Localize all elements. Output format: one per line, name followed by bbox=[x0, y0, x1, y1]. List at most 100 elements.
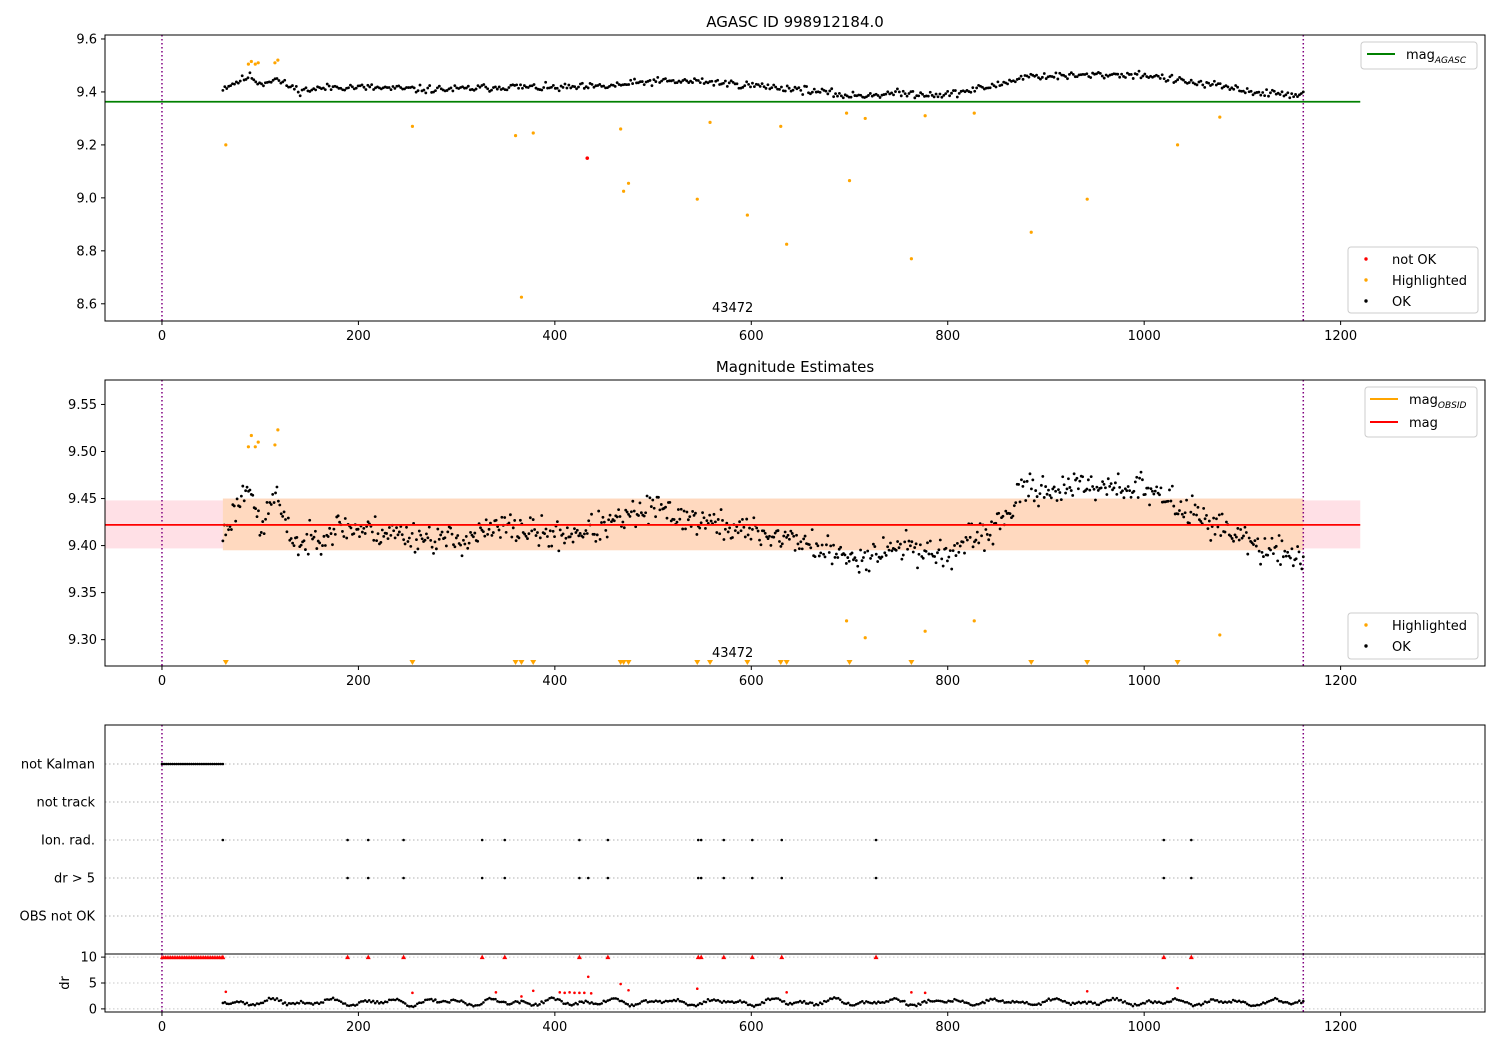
magnitude-ok-point bbox=[675, 520, 679, 524]
magnitude-ok-point bbox=[262, 532, 266, 536]
agasc-ok-point bbox=[629, 78, 633, 82]
dr-point bbox=[648, 1000, 652, 1003]
agasc-legend-mag-subscript: AGASC bbox=[1434, 56, 1467, 66]
magnitude-ok-point bbox=[637, 514, 640, 517]
magnitude-ok-point bbox=[254, 507, 258, 511]
magnitude-ok-point bbox=[1024, 499, 1028, 502]
dr-point bbox=[584, 999, 587, 1003]
dr-point bbox=[716, 998, 720, 1002]
agasc-ok-point bbox=[785, 84, 789, 88]
magnitude-ok-point bbox=[768, 534, 771, 538]
dr-point bbox=[664, 999, 668, 1003]
magnitude-ok-point bbox=[376, 532, 380, 536]
magnitude-ok-point bbox=[909, 544, 912, 548]
dr-point bbox=[446, 1000, 449, 1004]
magnitude-ok-point bbox=[1296, 545, 1299, 548]
dr-point bbox=[760, 1001, 764, 1004]
magnitude-ok-point bbox=[644, 511, 648, 515]
dr-point bbox=[1129, 1003, 1133, 1006]
flags-dr-gt-5-point bbox=[1190, 876, 1193, 880]
agasc-ok-point bbox=[650, 84, 654, 88]
dr-point bbox=[1053, 997, 1057, 1001]
dr-point bbox=[550, 996, 553, 999]
magnitude-ok-point bbox=[694, 511, 697, 515]
dr-point bbox=[353, 1004, 357, 1007]
agasc-ok-point bbox=[932, 95, 936, 99]
flags-plot-area bbox=[105, 725, 1485, 954]
magnitude-ok-point bbox=[864, 568, 868, 572]
agasc-ok-point bbox=[799, 88, 803, 92]
magnitude-ok-point bbox=[964, 535, 968, 539]
agasc-ok-point bbox=[938, 92, 942, 96]
dr-point bbox=[365, 1000, 369, 1004]
agasc-ok-point bbox=[542, 86, 546, 89]
agasc-ok-point bbox=[1131, 77, 1135, 80]
dr-point bbox=[698, 1002, 702, 1005]
agasc-ok-point bbox=[575, 87, 578, 91]
magnitude-ok-point bbox=[622, 526, 626, 530]
magnitude-ok-point bbox=[1049, 496, 1053, 500]
magnitude-ok-point bbox=[679, 507, 683, 511]
agasc-ok-point bbox=[1207, 81, 1210, 85]
dr-not-ok-point bbox=[583, 991, 586, 995]
agasc-ok-point bbox=[648, 79, 652, 82]
magnitude-ok-point bbox=[1116, 472, 1120, 476]
dr-point bbox=[943, 1000, 946, 1004]
dr-point bbox=[772, 997, 776, 1001]
magnitude-ok-point bbox=[607, 518, 611, 522]
magnitude-ok-point bbox=[736, 531, 740, 535]
magnitude-ok-point bbox=[527, 532, 531, 536]
magnitude-ok-point bbox=[684, 527, 687, 531]
dr-point bbox=[790, 1002, 794, 1006]
dr-point bbox=[393, 998, 397, 1002]
dr-point bbox=[1209, 998, 1213, 1001]
agasc-ok-point bbox=[957, 91, 961, 95]
flags-ion-rad-point bbox=[221, 838, 225, 842]
agasc-ok-point bbox=[262, 84, 265, 88]
dr-point bbox=[680, 1000, 684, 1003]
flags-not-kalman-point bbox=[164, 762, 168, 766]
magnitude-ok-point bbox=[433, 540, 437, 544]
dr-x-axis: 0 200 400 600 800 1000 1200 bbox=[158, 1012, 1357, 1035]
magnitude-ok-point bbox=[296, 553, 300, 557]
dr-point bbox=[1221, 1001, 1225, 1005]
magnitude-ok-point bbox=[235, 497, 239, 501]
dr-point bbox=[844, 1002, 848, 1006]
magnitude-ok-point bbox=[460, 554, 464, 558]
dr-point bbox=[758, 1003, 762, 1006]
dr-point bbox=[564, 1002, 567, 1006]
dr-point bbox=[568, 1003, 571, 1006]
dr-point bbox=[1177, 998, 1181, 1002]
magnitude-x-tick-label: 400 bbox=[542, 674, 567, 689]
dr-point bbox=[901, 999, 904, 1003]
dr-point bbox=[456, 999, 459, 1003]
magnitude-legend-mag-obsid-subscript: OBSID bbox=[1438, 401, 1467, 411]
agasc-ok-point bbox=[791, 88, 795, 92]
agasc-ok-point bbox=[474, 87, 478, 91]
magnitude-ok-point bbox=[450, 532, 454, 536]
dr-point bbox=[1237, 999, 1241, 1003]
dr-point bbox=[732, 1001, 736, 1005]
agasc-ok-point bbox=[679, 80, 683, 84]
agasc-ok-point bbox=[532, 83, 536, 86]
magnitude-ok-point bbox=[292, 544, 296, 547]
magnitude-ok-point bbox=[338, 520, 341, 524]
dr-point bbox=[610, 997, 614, 1000]
magnitude-ok-point bbox=[1300, 567, 1304, 571]
agasc-ok-point bbox=[826, 92, 830, 96]
magnitude-ok-point bbox=[938, 538, 942, 542]
magnitude-ok-point bbox=[1257, 549, 1261, 553]
dr-point bbox=[875, 1002, 878, 1005]
magnitude-ok-point bbox=[1055, 499, 1059, 502]
dr-not-ok-point bbox=[589, 992, 593, 995]
dr-point bbox=[594, 1002, 598, 1005]
magnitude-ok-point bbox=[896, 540, 899, 543]
magnitude-ok-point bbox=[927, 552, 931, 556]
agasc-ok-point bbox=[936, 95, 940, 99]
dr-point bbox=[748, 1003, 752, 1006]
magnitude-ok-point bbox=[410, 531, 414, 535]
magnitude-ok-point bbox=[889, 541, 892, 545]
dr-point bbox=[766, 997, 770, 1000]
magnitude-ok-point bbox=[648, 496, 652, 500]
